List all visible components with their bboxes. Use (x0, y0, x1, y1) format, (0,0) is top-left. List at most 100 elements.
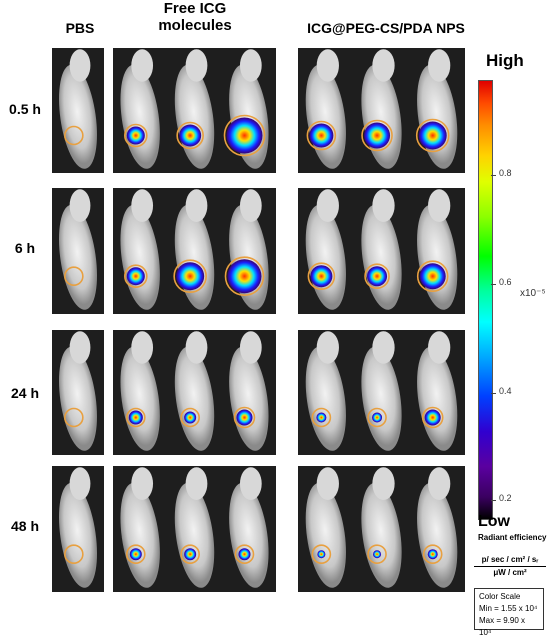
tumor-roi-circle (367, 407, 387, 428)
mouse (361, 189, 402, 310)
fluorescence-signal (126, 126, 145, 145)
fluorescence-signal (367, 266, 388, 287)
row-label-24h: 24 h (10, 385, 39, 401)
mouse (417, 467, 458, 588)
mouse (305, 467, 346, 588)
fluorescence-signal (226, 117, 263, 154)
fluorescence-signal (419, 263, 446, 290)
tumor-roi-circle (64, 266, 84, 286)
colorbar-tick (491, 284, 496, 285)
tumor-roi-circle (126, 544, 146, 564)
tumor-roi-circle (223, 114, 266, 157)
colorbar-tick (491, 393, 496, 394)
colorbar-tick (491, 500, 496, 501)
mouse (229, 331, 269, 451)
mouse (223, 49, 269, 169)
fluorescence-signal (310, 265, 333, 288)
mouse (305, 189, 346, 310)
mouse (120, 331, 160, 451)
header-free-icg: Free ICG molecules (120, 0, 270, 34)
mouse-image-panel (298, 48, 465, 173)
tumor-roi-circle (367, 544, 387, 564)
fluorescence-signal (364, 122, 391, 149)
tumor-roi-circle (173, 259, 207, 293)
mouse (59, 331, 97, 451)
mouse (173, 189, 215, 310)
radiant-efficiency-caption: Radiant efficiency (478, 533, 547, 542)
fluorescence-signal (317, 550, 326, 559)
tumor-roi-circle (416, 260, 449, 292)
mouse (416, 189, 458, 310)
color-scale-max: Max = 9.90 x 10⁴ (479, 616, 526, 637)
mouse-image-panel (52, 188, 104, 314)
fluorescence-signal (184, 411, 197, 424)
tumor-roi-circle (233, 406, 256, 429)
tumor-roi-circle (421, 406, 444, 429)
colorbar-low-label: Low (478, 513, 510, 530)
colorbar-tick-label: 0.8 (499, 168, 512, 178)
fluorescence-signal (128, 410, 143, 425)
mouse (229, 467, 269, 588)
tumor-roi-circle (307, 262, 336, 290)
tumor-roi-circle (306, 120, 337, 151)
mouse (174, 331, 215, 451)
tumor-roi-circle (364, 263, 390, 289)
colorbar-tick-label: 0.2 (499, 493, 512, 503)
header-free-icg-line1: Free ICG (163, 0, 227, 17)
mouse-image-panel (52, 466, 104, 592)
mouse-image-panel (113, 330, 276, 455)
units-denominator: μW / cm² (493, 568, 527, 577)
units-fraction: p/ sec / cm² / sᵣ μW / cm² (474, 555, 546, 577)
mouse (120, 467, 160, 588)
mouse-image-panel (52, 48, 104, 173)
mouse (59, 49, 97, 169)
fluorescence-signal (372, 412, 383, 423)
tumor-roi-circle (180, 407, 200, 428)
tumor-roi-circle (415, 118, 450, 153)
tumor-roi-circle (180, 544, 200, 564)
fluorescence-signal (176, 262, 205, 291)
mouse (305, 331, 346, 451)
tumor-roi-circle (64, 544, 84, 564)
tumor-roi-circle (361, 119, 393, 152)
row-label-6h: 6 h (14, 240, 36, 256)
header-nps: ICG@PEG-CS/PDA NPS (307, 20, 465, 36)
row-label-0-5h: 0.5 h (9, 101, 41, 117)
fluorescence-signal (316, 412, 327, 423)
tumor-roi-circle (64, 125, 84, 146)
tumor-roi-circle (176, 121, 204, 150)
colorbar-high-label: High (486, 51, 524, 70)
fluorescence-signal (179, 124, 202, 147)
tumor-roi-circle (234, 544, 255, 564)
fluorescence-signal (309, 123, 334, 148)
colorbar-gradient (478, 80, 493, 520)
row-label-48h: 48 h (10, 518, 39, 534)
mouse-image-panel (298, 466, 465, 592)
tumor-roi-circle (126, 407, 146, 428)
mouse-image-panel (113, 188, 276, 314)
mouse-image-panel (298, 188, 465, 314)
mouse (174, 467, 215, 588)
mouse-image-panel (113, 48, 276, 173)
mouse (361, 331, 402, 451)
mouse (361, 49, 402, 169)
tumor-roi-circle (311, 407, 332, 428)
tumor-roi-circle (311, 544, 332, 564)
header-free-icg-line2: molecules (158, 17, 232, 34)
mouse (224, 189, 269, 310)
fluorescence-signal (184, 548, 197, 561)
mouse (59, 467, 97, 588)
tumor-roi-circle (64, 407, 84, 428)
fluorescence-signal (373, 550, 382, 559)
mouse (305, 49, 346, 169)
fluorescence-signal (227, 259, 262, 294)
fluorescence-signal (427, 549, 438, 560)
fluorescence-signal (129, 548, 142, 561)
header-pbs: PBS (65, 20, 95, 36)
color-scale-min: Min = 1.55 x 10⁴ (479, 604, 538, 613)
fluorescence-signal (424, 409, 441, 426)
tumor-roi-circle (422, 544, 443, 564)
mouse (417, 331, 458, 451)
tumor-roi-circle (124, 123, 148, 148)
fluorescence-signal (238, 548, 251, 561)
